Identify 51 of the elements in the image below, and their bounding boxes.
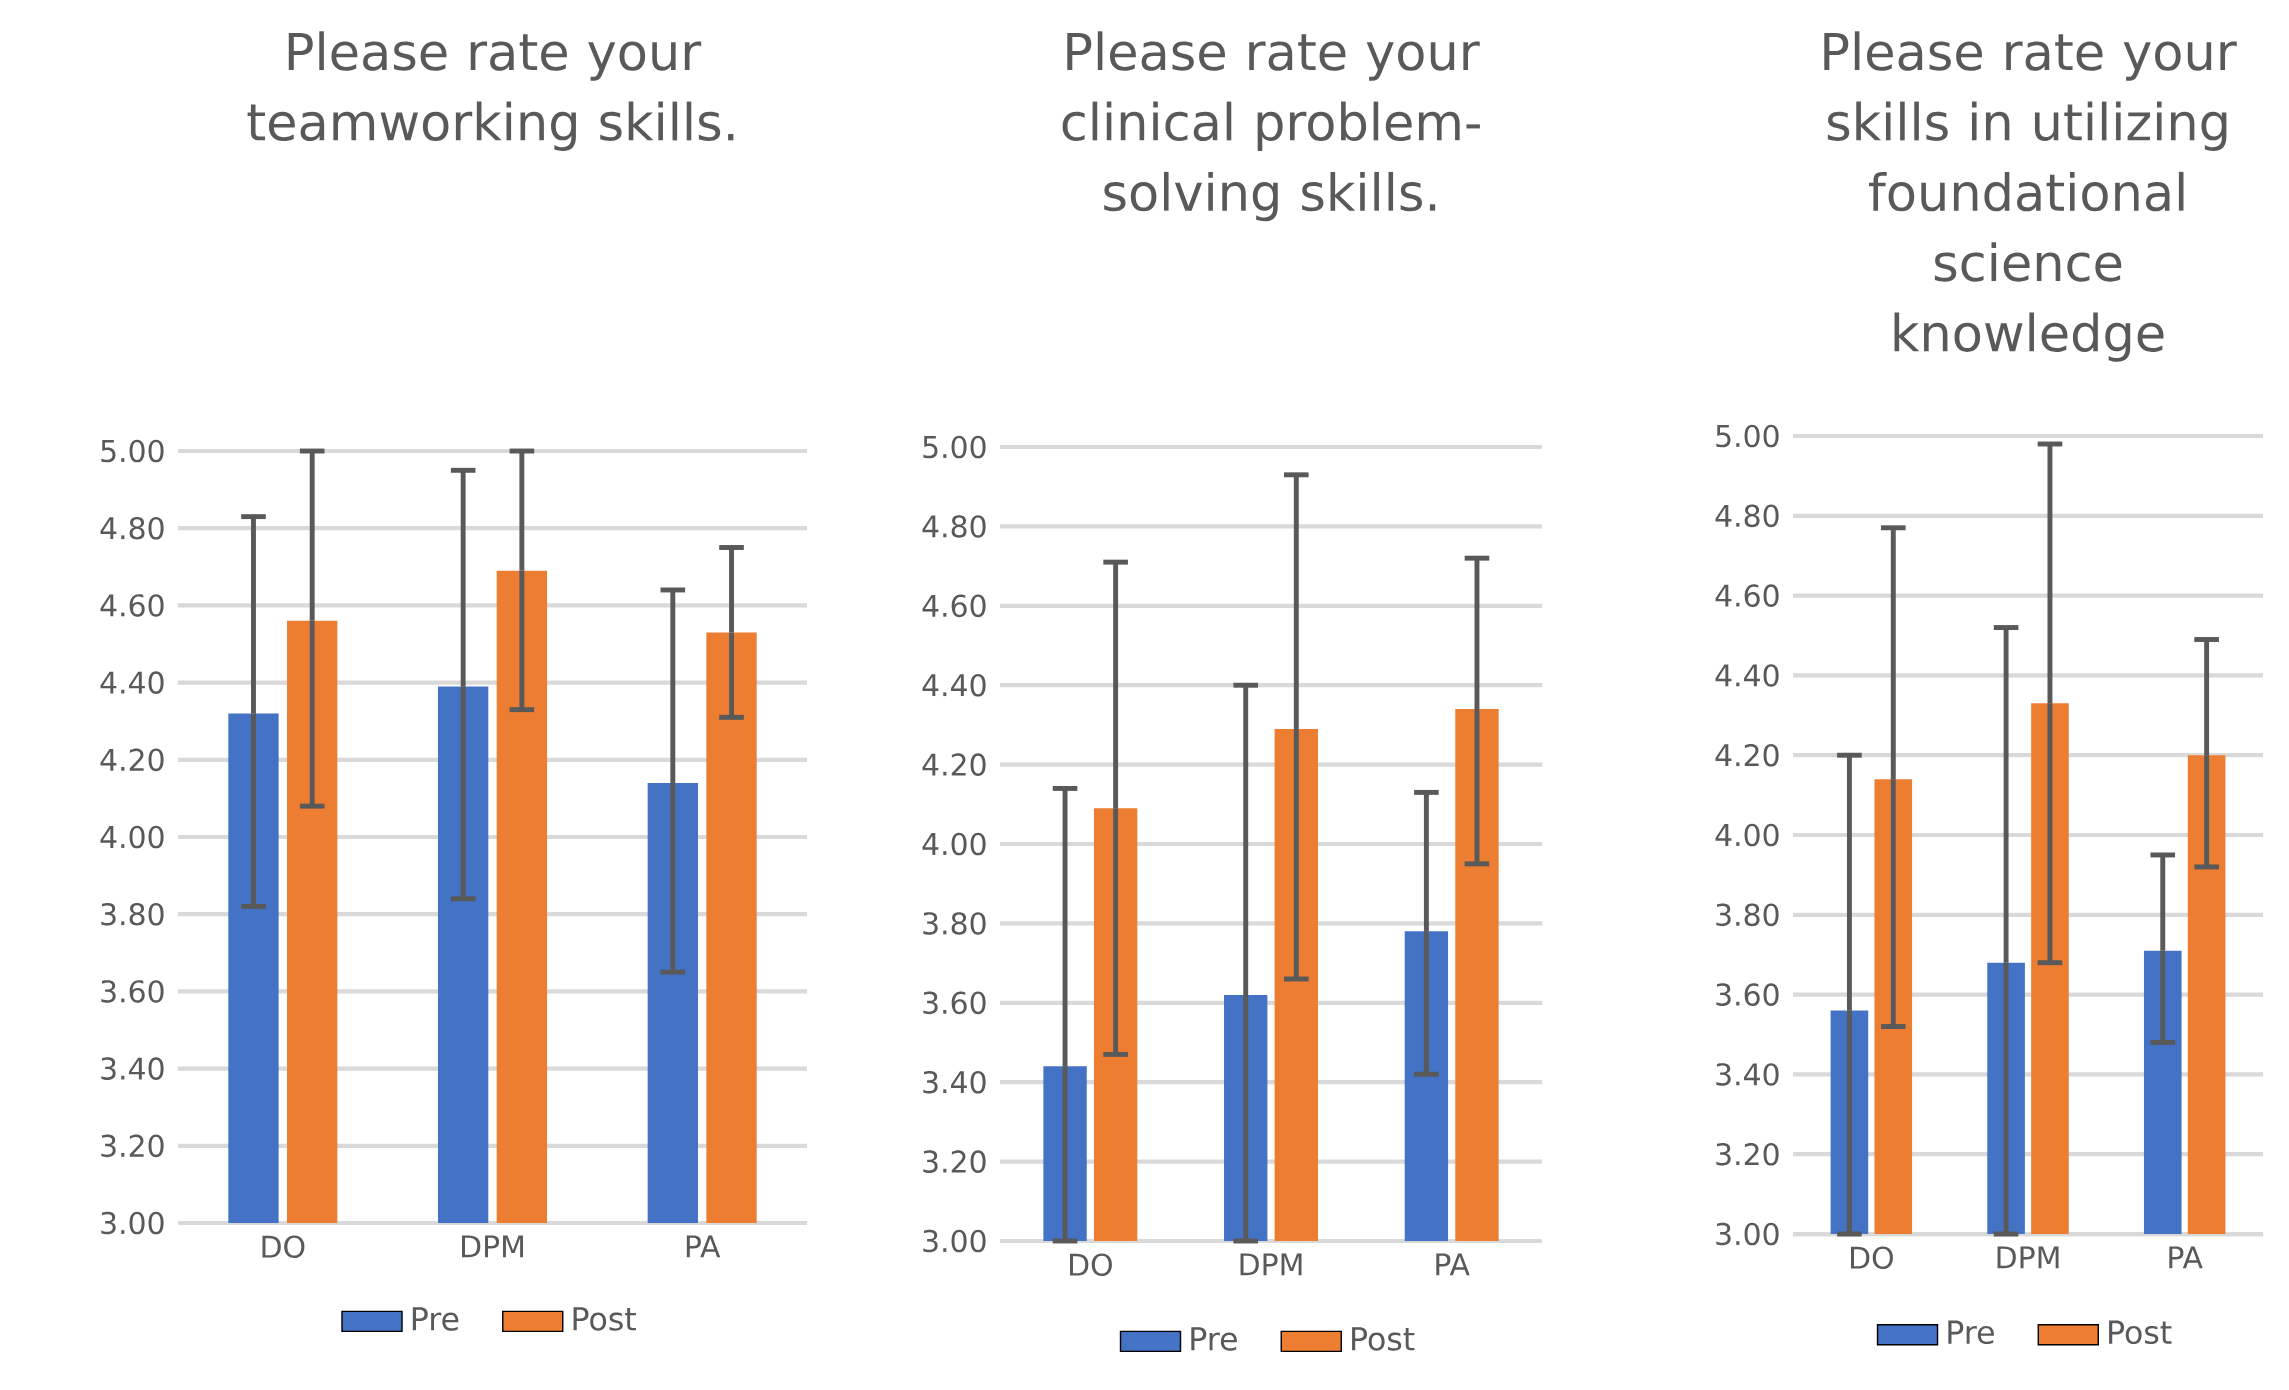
y-tick-label: 3.20 (101, 1134, 164, 1158)
y-tick-label: 3.40 (1716, 1063, 1779, 1086)
x-tick-label: DO (1070, 1253, 1112, 1277)
legend-label: Post (1352, 1327, 1415, 1351)
y-tick-label: 4.20 (1715, 743, 1779, 767)
y-tick-label: 5.00 (1716, 424, 1779, 448)
legend-label: Post (573, 1307, 636, 1331)
y-tick-label: 4.80 (1715, 504, 1779, 528)
x-tick-label: DPM (1997, 1246, 2059, 1269)
y-tick-label: 4.60 (1715, 584, 1779, 607)
y-tick-label: 3.80 (923, 912, 986, 935)
y-tick-label: 4.00 (100, 825, 164, 849)
y-tick-label: 4.20 (922, 753, 986, 776)
x-tick-label: DO (262, 1235, 305, 1259)
y-tick-label: 3.00 (101, 1211, 164, 1235)
y-tick-label: 5.00 (923, 435, 986, 459)
y-tick-label: 4.40 (922, 673, 986, 697)
y-tick-label: 4.60 (922, 594, 986, 618)
x-tick-label: DO (1851, 1246, 1893, 1270)
y-tick-label: 4.80 (922, 515, 986, 538)
x-tick-label: PA (2169, 1246, 2203, 1269)
legend-label: Post (2109, 1320, 2172, 1345)
chart-title: Please rate your skills in utilizing foundational science knowledge (1824, 31, 2237, 362)
y-tick-label: 3.60 (923, 991, 986, 1015)
chart-title: Please rate your teamworking skills. (247, 31, 734, 151)
y-tick-label: 5.00 (101, 439, 164, 463)
y-tick-label: 3.60 (101, 980, 164, 1003)
y-tick-label: 4.40 (1715, 664, 1779, 687)
y-tick-label: 3.00 (1716, 1222, 1779, 1246)
legend-label: Pre (1948, 1320, 1994, 1345)
y-tick-label: 4.60 (100, 594, 164, 617)
x-tick-label: DPM (462, 1235, 523, 1258)
x-tick-label: DPM (1240, 1253, 1302, 1276)
y-tick-label: 3.00 (923, 1229, 986, 1253)
chart-title: Please rate your clinical problem-solving skills. (1062, 31, 1480, 222)
y-tick-label: 3.20 (1716, 1142, 1779, 1166)
y-tick-label: 3.20 (923, 1150, 986, 1173)
y-tick-label: 4.80 (100, 516, 164, 540)
y-tick-label: 3.60 (1716, 983, 1779, 1006)
legend-label: Pre (412, 1307, 459, 1331)
y-tick-label: 3.40 (923, 1070, 986, 1094)
y-tick-label: 3.80 (1716, 903, 1779, 927)
x-tick-label: PA (1436, 1253, 1470, 1276)
y-tick-label: 4.40 (100, 671, 164, 694)
legend-label: Pre (1191, 1327, 1237, 1351)
y-tick-label: 4.00 (1715, 823, 1779, 847)
x-tick-label: PA (686, 1235, 721, 1258)
y-tick-label: 3.40 (101, 1057, 164, 1080)
y-tick-label: 3.80 (101, 902, 164, 926)
y-tick-label: 4.00 (922, 832, 986, 856)
y-tick-label: 4.20 (100, 748, 164, 772)
